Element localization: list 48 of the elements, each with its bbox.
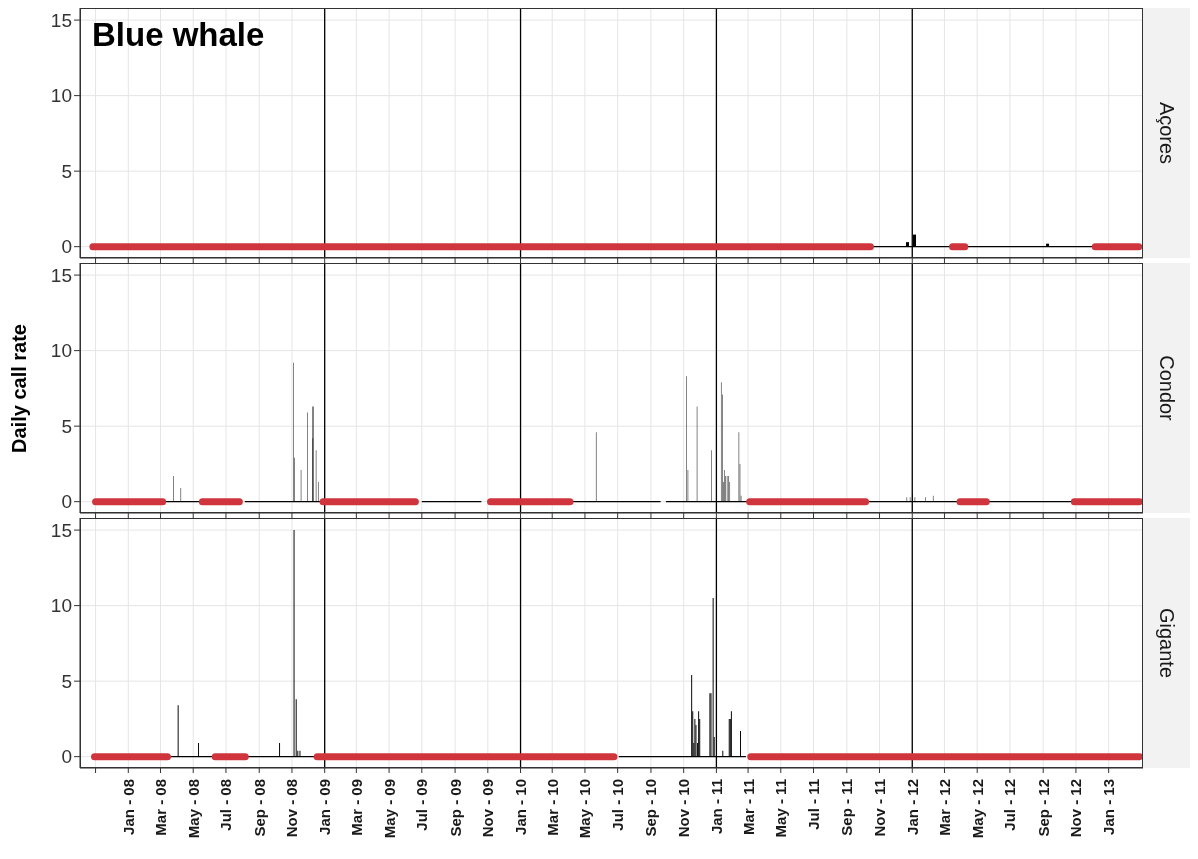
x-tick-label: Mar - 10 (543, 779, 561, 836)
x-tick-label: Nov - 09 (479, 779, 497, 838)
x-tick-label: Mar - 09 (347, 779, 365, 836)
y2-axis-title: Gigante (1155, 607, 1178, 679)
y-axis-title: Daily call rate (7, 323, 31, 453)
x-tick-label: Sep - 10 (642, 779, 660, 837)
y-tick-label: 10 (50, 340, 72, 362)
x-tick-label: Jul - 11 (805, 779, 823, 830)
y-tick-label: 5 (61, 160, 72, 182)
x-tick-label: May - 10 (576, 779, 594, 839)
chart-title: Blue whale (92, 16, 265, 54)
x-tick-label: Nov - 12 (1067, 779, 1085, 838)
x-tick-label: Mar - 12 (935, 779, 953, 836)
y-tick-label: 10 (50, 595, 72, 617)
x-tick-label: Jul - 08 (217, 779, 235, 831)
x-tick-label: Jul - 10 (609, 779, 627, 831)
y-tick-label: 5 (61, 415, 72, 437)
x-tick-label: May - 12 (968, 779, 986, 839)
y2-axis-title: Açores (1155, 101, 1178, 165)
y-tick-label: 0 (61, 746, 72, 768)
x-tick-label: Mar - 11 (739, 779, 757, 835)
x-tick-label: Mar - 08 (151, 779, 169, 836)
x-tick-label: Jan - 11 (707, 779, 725, 835)
x-tick-label: Sep - 12 (1034, 779, 1052, 837)
y-tick-label: 15 (50, 264, 72, 286)
y-tick-label: 5 (61, 670, 72, 692)
y-tick-label: 15 (50, 519, 72, 541)
y-tick-label: 0 (61, 491, 72, 513)
x-tick-label: Jan - 10 (512, 779, 530, 835)
x-tick-label: May - 08 (184, 779, 202, 839)
x-tick-label: Jan - 08 (119, 779, 137, 835)
x-tick-label: Nov - 10 (675, 779, 693, 838)
x-tick-label: Jul - 12 (1001, 779, 1019, 831)
x-tick-label: Sep - 09 (446, 779, 464, 837)
x-tick-label: Jan - 09 (316, 779, 334, 835)
x-tick-label: Sep - 08 (250, 779, 268, 837)
y-tick-label: 0 (61, 236, 72, 258)
x-tick-label: Nov - 08 (283, 779, 301, 838)
y-tick-label: 10 (50, 85, 72, 107)
y2-axis-title: Condor (1155, 355, 1178, 422)
x-tick-label: Jul - 09 (413, 779, 431, 831)
x-tick-label: Nov - 11 (871, 779, 889, 837)
x-tick-label: Sep - 11 (838, 779, 856, 836)
y-tick-label: 15 (50, 9, 72, 31)
x-tick-label: May - 11 (772, 779, 790, 838)
x-tick-label: Jan - 13 (1100, 779, 1118, 835)
x-tick-label: Jan - 12 (903, 779, 921, 835)
x-tick-label: May - 09 (380, 779, 398, 839)
